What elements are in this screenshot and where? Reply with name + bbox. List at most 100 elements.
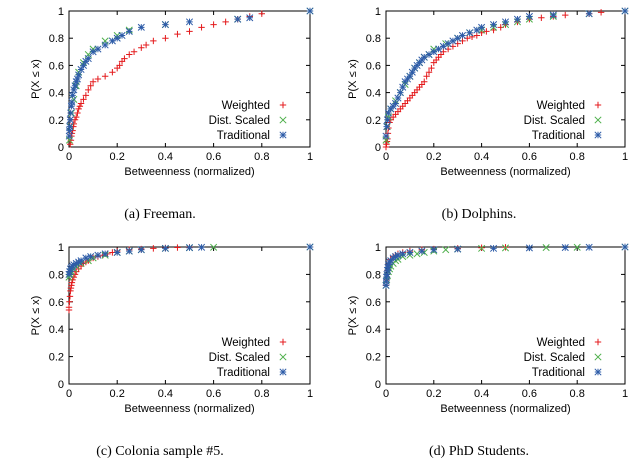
x-tick-label: 0.4 xyxy=(474,388,489,400)
data-point xyxy=(80,96,87,103)
legend-marker xyxy=(594,368,602,376)
x-tick-label: 0.8 xyxy=(570,151,585,163)
data-point xyxy=(101,73,109,80)
y-tick-label: 0 xyxy=(58,379,64,391)
y-tick-label: 0 xyxy=(375,142,381,154)
data-point xyxy=(75,258,83,266)
legend-label: Weighted xyxy=(222,337,270,349)
y-tick-label: 1 xyxy=(58,242,64,254)
data-point xyxy=(197,243,206,251)
legend-marker xyxy=(279,338,287,346)
data-point xyxy=(406,72,414,80)
data-point xyxy=(70,86,78,94)
data-point xyxy=(77,100,85,107)
data-point xyxy=(489,21,498,29)
legend-marker xyxy=(594,353,602,361)
data-point xyxy=(67,141,74,148)
legend-label: Dist. Scaled xyxy=(209,115,270,127)
data-point xyxy=(428,64,435,72)
data-point xyxy=(382,132,390,140)
data-point xyxy=(186,28,193,35)
x-tick-label: 0 xyxy=(66,388,72,400)
plot-frame xyxy=(68,10,311,148)
data-point xyxy=(162,35,169,42)
data-point xyxy=(394,94,402,102)
x-tick-label: 0.4 xyxy=(158,151,173,163)
figure-caption: (a) Freeman. xyxy=(124,207,196,222)
data-point xyxy=(137,246,145,254)
y-axis-label: P(X ≤ x) xyxy=(347,296,359,336)
y-tick-label: 0.4 xyxy=(366,88,381,100)
x-tick-label: 0.6 xyxy=(522,151,537,163)
x-tick-label: 0.2 xyxy=(426,151,441,163)
y-tick-label: 0.2 xyxy=(366,115,381,127)
data-point xyxy=(306,7,314,15)
legend-marker xyxy=(279,116,287,124)
y-axis-label: P(X ≤ x) xyxy=(30,296,42,336)
legend-marker xyxy=(594,131,602,139)
data-point xyxy=(161,244,169,252)
data-point xyxy=(66,123,74,131)
data-point xyxy=(384,261,392,269)
y-axis-label: P(X ≤ x) xyxy=(30,59,42,99)
data-point xyxy=(94,251,102,259)
legend: Weighted Dist. Scaled Traditional xyxy=(209,100,287,142)
data-point xyxy=(82,254,90,262)
data-point xyxy=(142,41,150,49)
data-point xyxy=(65,304,73,311)
data-point xyxy=(389,254,397,262)
data-point xyxy=(75,105,82,113)
y-tick-label: 0.2 xyxy=(49,352,64,364)
y-tick-label: 0.6 xyxy=(366,60,381,72)
data-point xyxy=(185,18,194,26)
y-tick-label: 0.8 xyxy=(366,269,381,281)
data-point xyxy=(466,29,474,37)
data-point xyxy=(126,51,133,58)
data-point xyxy=(399,250,407,258)
data-point xyxy=(423,73,430,80)
data-point xyxy=(65,132,73,140)
data-point xyxy=(67,102,75,110)
data-point xyxy=(408,68,416,76)
data-point xyxy=(399,83,407,91)
data-point xyxy=(109,69,116,76)
data-point xyxy=(185,244,194,252)
data-point xyxy=(392,99,400,108)
data-point xyxy=(561,243,569,252)
data-point xyxy=(137,23,145,31)
x-axis-label: Betweenness (normalized) xyxy=(440,403,570,415)
data-point xyxy=(573,243,581,251)
data-point xyxy=(430,48,438,56)
x-tick-label: 0.8 xyxy=(254,151,269,163)
y-tick-label: 1 xyxy=(375,6,381,18)
x-tick-label: 0 xyxy=(383,388,389,400)
data-point xyxy=(420,53,428,61)
data-point xyxy=(384,109,392,117)
y-tick-label: 0.4 xyxy=(49,324,64,336)
data-point xyxy=(130,48,138,55)
figure-caption: (d) PhD Students. xyxy=(429,444,529,459)
data-point xyxy=(94,75,102,83)
data-point xyxy=(597,9,605,16)
legend-label: Dist. Scaled xyxy=(209,352,270,364)
x-axis-label: Betweenness (normalized) xyxy=(124,403,254,415)
data-point xyxy=(89,78,97,85)
data-point xyxy=(435,45,443,53)
data-point xyxy=(222,18,229,26)
data-point xyxy=(501,18,510,26)
x-tick-label: 0.6 xyxy=(206,151,221,163)
legend-label: Traditional xyxy=(217,130,270,142)
data-point xyxy=(585,243,593,251)
y-tick-label: 0 xyxy=(375,379,381,391)
series-weighted xyxy=(382,243,629,289)
data-point xyxy=(392,253,400,261)
y-tick-label: 0.2 xyxy=(49,115,64,127)
legend-label: Dist. Scaled xyxy=(524,115,585,127)
data-point xyxy=(501,244,510,252)
data-point xyxy=(396,89,404,97)
data-point xyxy=(383,123,391,131)
data-point xyxy=(70,261,78,269)
legend-label: Weighted xyxy=(537,100,585,112)
data-point xyxy=(198,24,205,31)
data-point xyxy=(306,243,314,251)
